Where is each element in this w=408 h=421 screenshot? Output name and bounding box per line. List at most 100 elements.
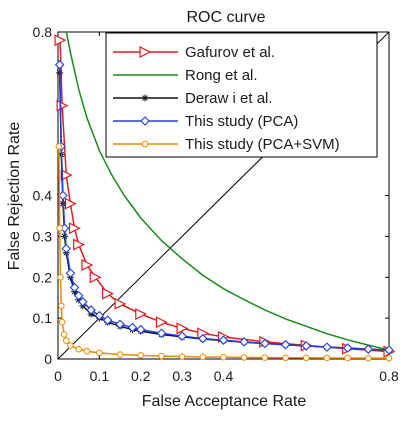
data-point — [94, 310, 105, 321]
data-point — [240, 354, 248, 361]
data-point — [365, 354, 372, 362]
data-point — [135, 308, 148, 321]
legend-box — [105, 32, 378, 158]
data-point — [302, 354, 310, 362]
data-point — [261, 354, 269, 361]
data-point — [384, 345, 394, 355]
data-point — [69, 282, 80, 293]
legend-entry: Rong et al. — [113, 67, 258, 84]
y-tick-label: 0 — [44, 351, 52, 367]
data-point — [73, 238, 86, 251]
x-tick-label: 0.4 — [214, 368, 234, 384]
chart-title: ROC curve — [186, 9, 265, 26]
x-tick-label: 0 — [54, 368, 62, 384]
data-point — [218, 335, 229, 345]
legend-label: Gafurov et al. — [185, 44, 275, 61]
data-point — [363, 344, 374, 354]
data-point — [83, 347, 91, 355]
x-tick-label: 0.8 — [379, 368, 399, 384]
data-point — [155, 316, 168, 329]
data-point — [342, 343, 353, 353]
data-point — [178, 353, 186, 360]
x-axis: 0 0.1 0.2 0.3 0.4 0.8 — [54, 32, 399, 384]
legend-label: Deraw i et al. — [185, 90, 273, 107]
x-tick-label: 0.2 — [131, 368, 151, 384]
x-tick-label: 0.1 — [90, 368, 110, 384]
data-point — [102, 287, 114, 300]
y-tick-label: 0.3 — [33, 228, 53, 244]
data-point — [96, 349, 103, 357]
data-point — [89, 271, 102, 284]
y-tick-label: 0.8 — [33, 24, 53, 40]
data-point — [323, 354, 331, 362]
data-point — [199, 353, 207, 361]
y-axis-title: False Rejection Rate — [6, 122, 23, 271]
data-point — [78, 296, 88, 307]
x-axis-title: False Acceptance Rate — [142, 393, 307, 410]
data-point — [115, 319, 125, 330]
legend-entry: This study (PCA+SVM) — [113, 136, 340, 153]
y-tick-label: 0.4 — [33, 188, 53, 204]
data-point — [55, 143, 63, 150]
legend-entry: Deraw i et al. — [113, 90, 273, 107]
data-point — [73, 290, 84, 301]
data-point — [156, 328, 167, 339]
data-point — [58, 302, 65, 310]
legend-entry: Gafurov et al. — [113, 44, 275, 61]
data-point — [75, 345, 82, 353]
legend: Gafurov et al. Rong et al. Deraw i et al. T… — [105, 32, 378, 158]
data-point — [127, 322, 138, 333]
data-point — [140, 116, 150, 126]
data-point — [282, 354, 289, 362]
series-4 — [55, 143, 393, 362]
data-point — [81, 259, 94, 271]
data-point — [260, 338, 270, 349]
data-point — [68, 222, 81, 235]
data-point — [56, 224, 63, 232]
series-1 — [65, 31, 390, 351]
legend-label: This study (PCA) — [185, 113, 298, 130]
legend-entry: This study (PCA) — [113, 113, 298, 130]
y-axis: 0 0.1 0.2 0.3 0.4 0.8 — [33, 24, 389, 367]
data-point — [220, 353, 227, 361]
data-point — [322, 342, 332, 352]
data-point — [137, 352, 145, 359]
series-line — [65, 31, 390, 351]
data-point — [60, 331, 68, 338]
data-point — [158, 352, 165, 360]
data-point — [61, 243, 72, 254]
data-point — [54, 59, 65, 70]
y-tick-label: 0.2 — [33, 269, 53, 285]
legend-label: This study (PCA+SVM) — [185, 136, 340, 153]
data-point — [239, 337, 249, 347]
data-point — [280, 339, 291, 350]
data-point — [86, 305, 96, 315]
data-point — [135, 324, 146, 335]
data-point — [67, 342, 74, 349]
legend-label: Rong et al. — [185, 67, 258, 84]
y-tick-label: 0.1 — [33, 310, 53, 326]
data-point — [116, 351, 124, 358]
data-point — [141, 94, 149, 102]
data-point — [57, 273, 64, 281]
data-point — [65, 268, 76, 278]
series-3 — [54, 59, 394, 355]
data-point — [141, 140, 149, 148]
data-point — [114, 297, 127, 310]
data-point — [102, 315, 113, 325]
data-point — [301, 341, 312, 351]
series-layer — [54, 31, 396, 362]
data-point — [58, 318, 66, 326]
data-point — [54, 34, 67, 47]
data-point — [139, 46, 152, 58]
data-point — [177, 331, 187, 341]
data-point — [62, 337, 70, 344]
data-point — [176, 322, 189, 335]
data-point — [344, 354, 351, 362]
x-tick-label: 0.3 — [172, 368, 192, 384]
data-point — [58, 190, 68, 201]
data-point — [385, 354, 393, 362]
data-point — [198, 333, 208, 344]
